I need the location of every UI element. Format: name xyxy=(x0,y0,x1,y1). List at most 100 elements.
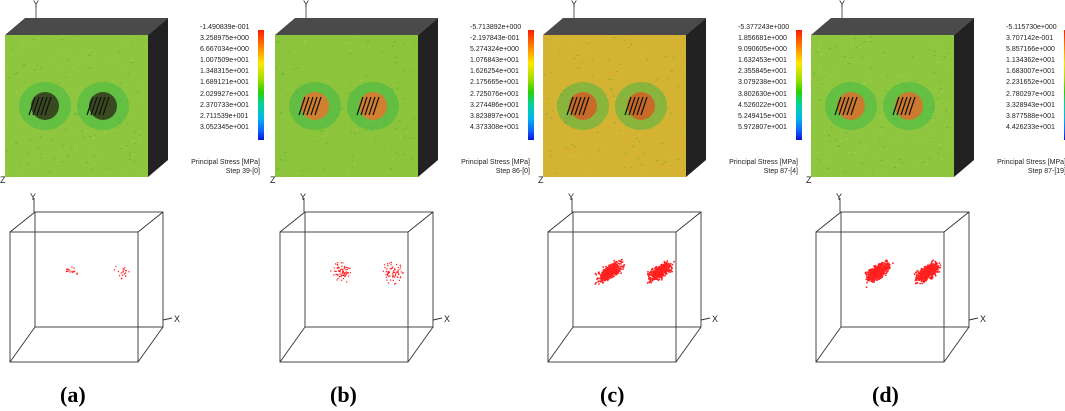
legend-caption: Principal Stress [MPa] Step 39-[0] xyxy=(170,158,260,176)
legend-values: -5.377243e+000 1.856681e+000 9.090605e+000… xyxy=(738,22,789,133)
legend-value: -1.490839e-001 xyxy=(200,24,250,31)
stress-contour-cube: Y X Z xyxy=(806,0,974,185)
cube-top-face xyxy=(5,18,168,35)
legend-value: 1.689121e+001 xyxy=(200,79,249,87)
legend-value: 4.426233e+001 xyxy=(1006,123,1055,131)
cube-front-face xyxy=(543,35,686,177)
axis-y-label-bottom: Y xyxy=(836,192,842,202)
axis-y-label: Y xyxy=(303,0,309,9)
panel-a: Y X Z Y X -1.490839e-001 3.258975e+000 6.667034… xyxy=(0,0,266,411)
axis-x-label-bottom: X xyxy=(980,314,986,324)
panel-b: Y X Z Y X -5.713892e+000 -2.197843e-001 5.27432… xyxy=(270,0,536,411)
axis-z-label: Z xyxy=(538,175,544,185)
cube-side-face xyxy=(148,18,168,177)
legend-values: -5.115730e+000 3.707142e-001 5.857166e+000… xyxy=(1006,22,1057,133)
legend-value: -5.713892e+000 xyxy=(470,24,522,31)
legend-value: 5.972807e+001 xyxy=(738,123,787,131)
axis-x-label: X xyxy=(152,153,158,163)
cube-side-face xyxy=(954,18,974,177)
axis-z-label: Z xyxy=(270,175,276,185)
legend-title: Principal Stress [MPa] xyxy=(191,159,260,166)
legend-value: 1.856681e+000 xyxy=(738,35,787,43)
legend-value: 5.274324e+000 xyxy=(470,46,519,54)
legend-values: -1.490839e-001 3.258975e+000 6.667034e+000… xyxy=(200,22,249,133)
legend-value: 1.134362e+001 xyxy=(1006,57,1055,65)
ae-event-points xyxy=(65,265,130,280)
legend-values: -5.713892e+000 -2.197843e-001 5.274324e+00… xyxy=(470,22,521,133)
legend-value: 2.175665e+001 xyxy=(470,79,519,87)
legend-value: 2.355845e+001 xyxy=(738,68,787,76)
cube-front-face xyxy=(5,35,148,177)
cube-top-face xyxy=(275,18,438,35)
legend-value: 5.857166e+000 xyxy=(1006,46,1055,54)
legend-value: 3.079238e+001 xyxy=(738,79,787,87)
panel-c: Y X Z Y X -5.377243e+000 1.856681e+000 9.090605… xyxy=(538,0,804,411)
legend-value: -5.377243e+000 xyxy=(738,24,790,31)
stress-contour-cube: Y X Z xyxy=(538,0,706,185)
step-label: Step 86-[0] xyxy=(495,168,530,175)
legend-value: 5.249415e+001 xyxy=(738,112,787,120)
legend-value: 9.090605e+000 xyxy=(738,46,787,54)
axis-x-label-bottom: X xyxy=(712,314,718,324)
ae-event-points xyxy=(864,259,942,288)
stress-contour-cube: Y X Z xyxy=(270,0,438,185)
legend-value: 3.258975e+000 xyxy=(200,35,249,43)
cube-top-face xyxy=(543,18,706,35)
legend-value: 1.007509e+001 xyxy=(200,57,249,65)
legend-value: 3.823897e+001 xyxy=(470,112,519,120)
legend-value: 1.683007e+001 xyxy=(1006,68,1055,76)
ae-event-points xyxy=(330,261,404,285)
legend-value: 3.328943e+001 xyxy=(1006,101,1055,109)
legend-value: 6.667034e+000 xyxy=(200,46,249,54)
legend-value: 3.274486e+001 xyxy=(470,101,519,109)
axis-z-label: Z xyxy=(806,175,812,185)
legend-value: 1.076843e+001 xyxy=(470,57,519,65)
axis-z-label: Z xyxy=(0,175,6,185)
step-label: Step 87-[19] xyxy=(1027,168,1065,175)
cube-side-face xyxy=(418,18,438,177)
axis-y-label: Y xyxy=(571,0,577,9)
panel-caption: (a) xyxy=(60,382,86,407)
legend-colorbar xyxy=(258,30,264,140)
axis-y-label: Y xyxy=(839,0,845,9)
legend-title: Principal Stress [MPa] xyxy=(461,159,530,166)
legend-value: 2.711539e+001 xyxy=(200,112,249,120)
stress-model: Y X Z Y X xyxy=(270,0,450,363)
legend-value: 1.348315e+001 xyxy=(200,68,249,76)
cube-front-face xyxy=(275,35,418,177)
ae-event-points xyxy=(594,258,675,285)
legend-value: 4.526022e+001 xyxy=(738,101,787,109)
axis-y-label-bottom: Y xyxy=(300,192,306,202)
legend-value: 2.029927e+001 xyxy=(200,90,249,98)
axis-x-label: X xyxy=(422,153,428,163)
legend-colorbar xyxy=(796,30,802,140)
legend-value: 2.370733e+001 xyxy=(200,101,249,109)
legend-colorbar xyxy=(528,30,534,140)
legend-value: 1.626254e+001 xyxy=(470,68,519,76)
stress-model: Y X Z Y X xyxy=(538,0,718,363)
legend-value: 2.725076e+001 xyxy=(470,90,519,98)
legend-value: 4.373308e+001 xyxy=(470,123,519,131)
acoustic-emission-cube xyxy=(9,198,173,363)
legend-caption: Principal Stress [MPa] Step 87-[4] xyxy=(708,158,798,176)
acoustic-emission-cube xyxy=(279,198,443,363)
cube-top-face xyxy=(811,18,974,35)
axis-y-label-bottom: Y xyxy=(30,192,36,202)
hole-2 xyxy=(615,82,667,130)
axis-x-label-bottom: X xyxy=(174,314,180,324)
stress-model: Y X Z Y X xyxy=(0,0,180,363)
legend-value: -2.197843e-001 xyxy=(470,35,520,43)
axis-y-label-bottom: Y xyxy=(568,192,574,202)
legend-value: 1.632453e+001 xyxy=(738,57,787,65)
axis-x-label-bottom: X xyxy=(444,314,450,324)
hole-2 xyxy=(347,82,399,130)
axis-y-label: Y xyxy=(33,0,39,9)
hole-2 xyxy=(883,82,935,130)
hole-1 xyxy=(19,82,71,130)
legend-title: Principal Stress [MPa] xyxy=(997,159,1065,166)
legend-title: Principal Stress [MPa] xyxy=(729,159,798,166)
legend-value: 3.877588e+001 xyxy=(1006,112,1055,120)
legend-caption: Principal Stress [MPa] Step 86-[0] xyxy=(440,158,530,176)
legend-value: 3.707142e-001 xyxy=(1006,35,1054,43)
stress-contour-cube: Y X Z xyxy=(0,0,168,185)
